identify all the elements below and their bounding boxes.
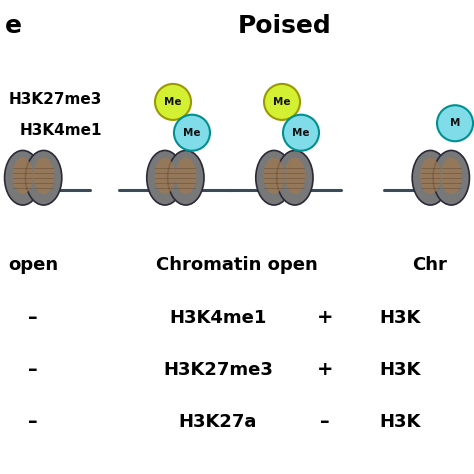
Text: open: open (8, 256, 58, 274)
Text: e: e (5, 14, 22, 38)
Text: Me: Me (164, 97, 182, 107)
Ellipse shape (33, 158, 54, 194)
Text: H3K4me1: H3K4me1 (19, 123, 102, 138)
Text: H3K: H3K (379, 309, 420, 327)
Ellipse shape (441, 158, 462, 194)
Text: Me: Me (183, 128, 201, 138)
Text: –: – (28, 412, 38, 431)
Text: Me: Me (292, 128, 310, 138)
Text: Chromatin open: Chromatin open (156, 256, 318, 274)
Text: Chr: Chr (412, 256, 447, 274)
Ellipse shape (155, 158, 175, 194)
Text: H3K: H3K (379, 413, 420, 431)
Ellipse shape (175, 158, 196, 194)
Ellipse shape (147, 150, 183, 205)
Ellipse shape (433, 150, 469, 205)
Text: H3K: H3K (379, 361, 420, 379)
Text: Poised: Poised (237, 14, 331, 38)
Circle shape (437, 105, 473, 141)
Ellipse shape (12, 158, 33, 194)
Text: +: + (317, 308, 333, 327)
Text: –: – (28, 308, 38, 327)
Ellipse shape (168, 150, 204, 205)
Ellipse shape (284, 158, 305, 194)
Text: –: – (28, 360, 38, 379)
Text: Me: Me (273, 97, 291, 107)
Ellipse shape (277, 150, 313, 205)
Ellipse shape (412, 150, 448, 205)
Text: H3K4me1: H3K4me1 (169, 309, 267, 327)
Text: –: – (320, 412, 329, 431)
Circle shape (174, 115, 210, 151)
Ellipse shape (420, 158, 441, 194)
Circle shape (264, 84, 300, 120)
Circle shape (283, 115, 319, 151)
Text: +: + (317, 360, 333, 379)
Ellipse shape (26, 150, 62, 205)
Text: H3K27me3: H3K27me3 (9, 92, 102, 107)
Circle shape (155, 84, 191, 120)
Ellipse shape (5, 150, 41, 205)
Text: H3K27me3: H3K27me3 (163, 361, 273, 379)
Ellipse shape (256, 150, 292, 205)
Text: M: M (450, 118, 460, 128)
Ellipse shape (264, 158, 284, 194)
Text: H3K27a: H3K27a (179, 413, 257, 431)
